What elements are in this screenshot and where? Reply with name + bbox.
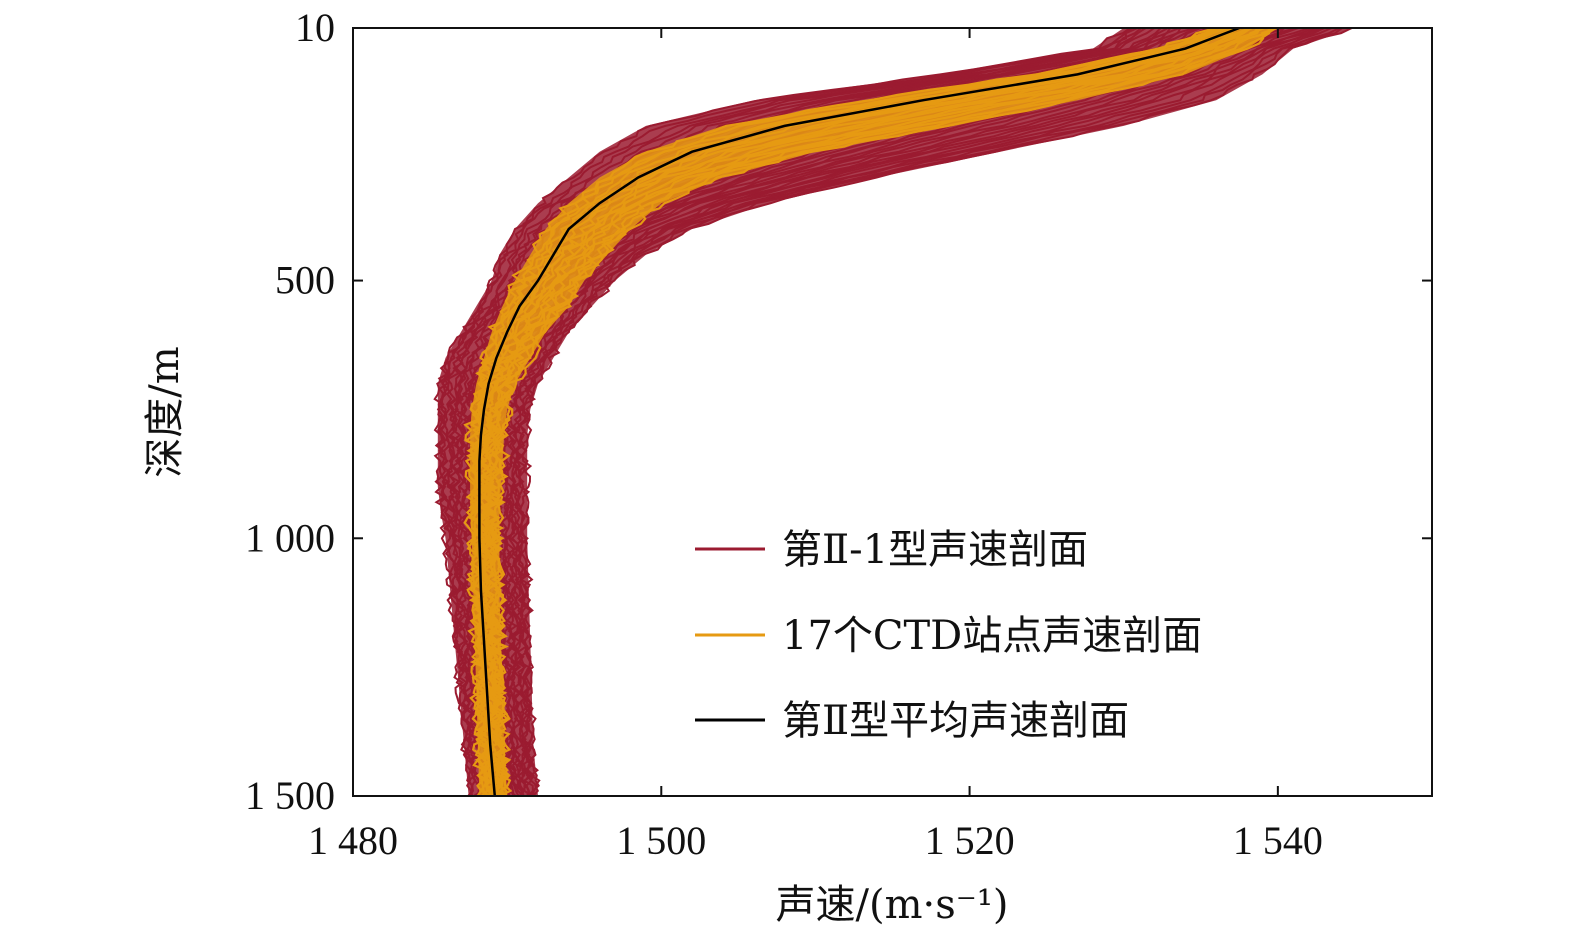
plot-frame bbox=[352, 27, 1433, 797]
ctd-profile bbox=[490, 28, 1278, 796]
y-tick-label: 10 bbox=[295, 5, 335, 50]
x-tick-label: 1 540 bbox=[1233, 818, 1323, 863]
type-ii-1-profile bbox=[439, 28, 1142, 796]
type-ii-1-profile bbox=[442, 28, 1147, 796]
x-tick-label: 1 520 bbox=[925, 818, 1015, 863]
ctd-profile bbox=[487, 28, 1276, 796]
x-tick-label: 1 480 bbox=[308, 818, 398, 863]
y-tick-label: 1 000 bbox=[245, 515, 335, 560]
y-axis-title: 深度/m bbox=[142, 346, 188, 477]
type-ii-1-group bbox=[433, 28, 1355, 796]
legend-label-type-ii-1: 第Ⅱ-1型声速剖面 bbox=[782, 527, 1088, 573]
type-ii-1-profile bbox=[507, 28, 1321, 796]
plot-area bbox=[433, 28, 1355, 796]
type-ii-1-envelope bbox=[437, 28, 1355, 796]
type-ii-1-profile bbox=[433, 28, 1131, 796]
x-tick-label: 1 500 bbox=[616, 818, 706, 863]
legend-label-ctd: 17个CTD站点声速剖面 bbox=[782, 613, 1202, 659]
type-ii-1-profile bbox=[518, 28, 1343, 796]
legend: 第Ⅱ-1型声速剖面 17个CTD站点声速剖面 第Ⅱ型平均声速剖面 bbox=[695, 527, 1202, 744]
type-ii-1-profile bbox=[512, 28, 1326, 796]
ctd-group bbox=[463, 28, 1278, 796]
x-axis-title: 声速/(m·s⁻¹) bbox=[775, 882, 1008, 928]
type-ii-1-profile bbox=[520, 28, 1353, 796]
y-tick-label: 1 500 bbox=[245, 773, 335, 818]
legend-label-mean: 第Ⅱ型平均声速剖面 bbox=[782, 698, 1129, 744]
mean-profile-line bbox=[478, 28, 1240, 796]
y-tick-label: 500 bbox=[275, 258, 335, 303]
